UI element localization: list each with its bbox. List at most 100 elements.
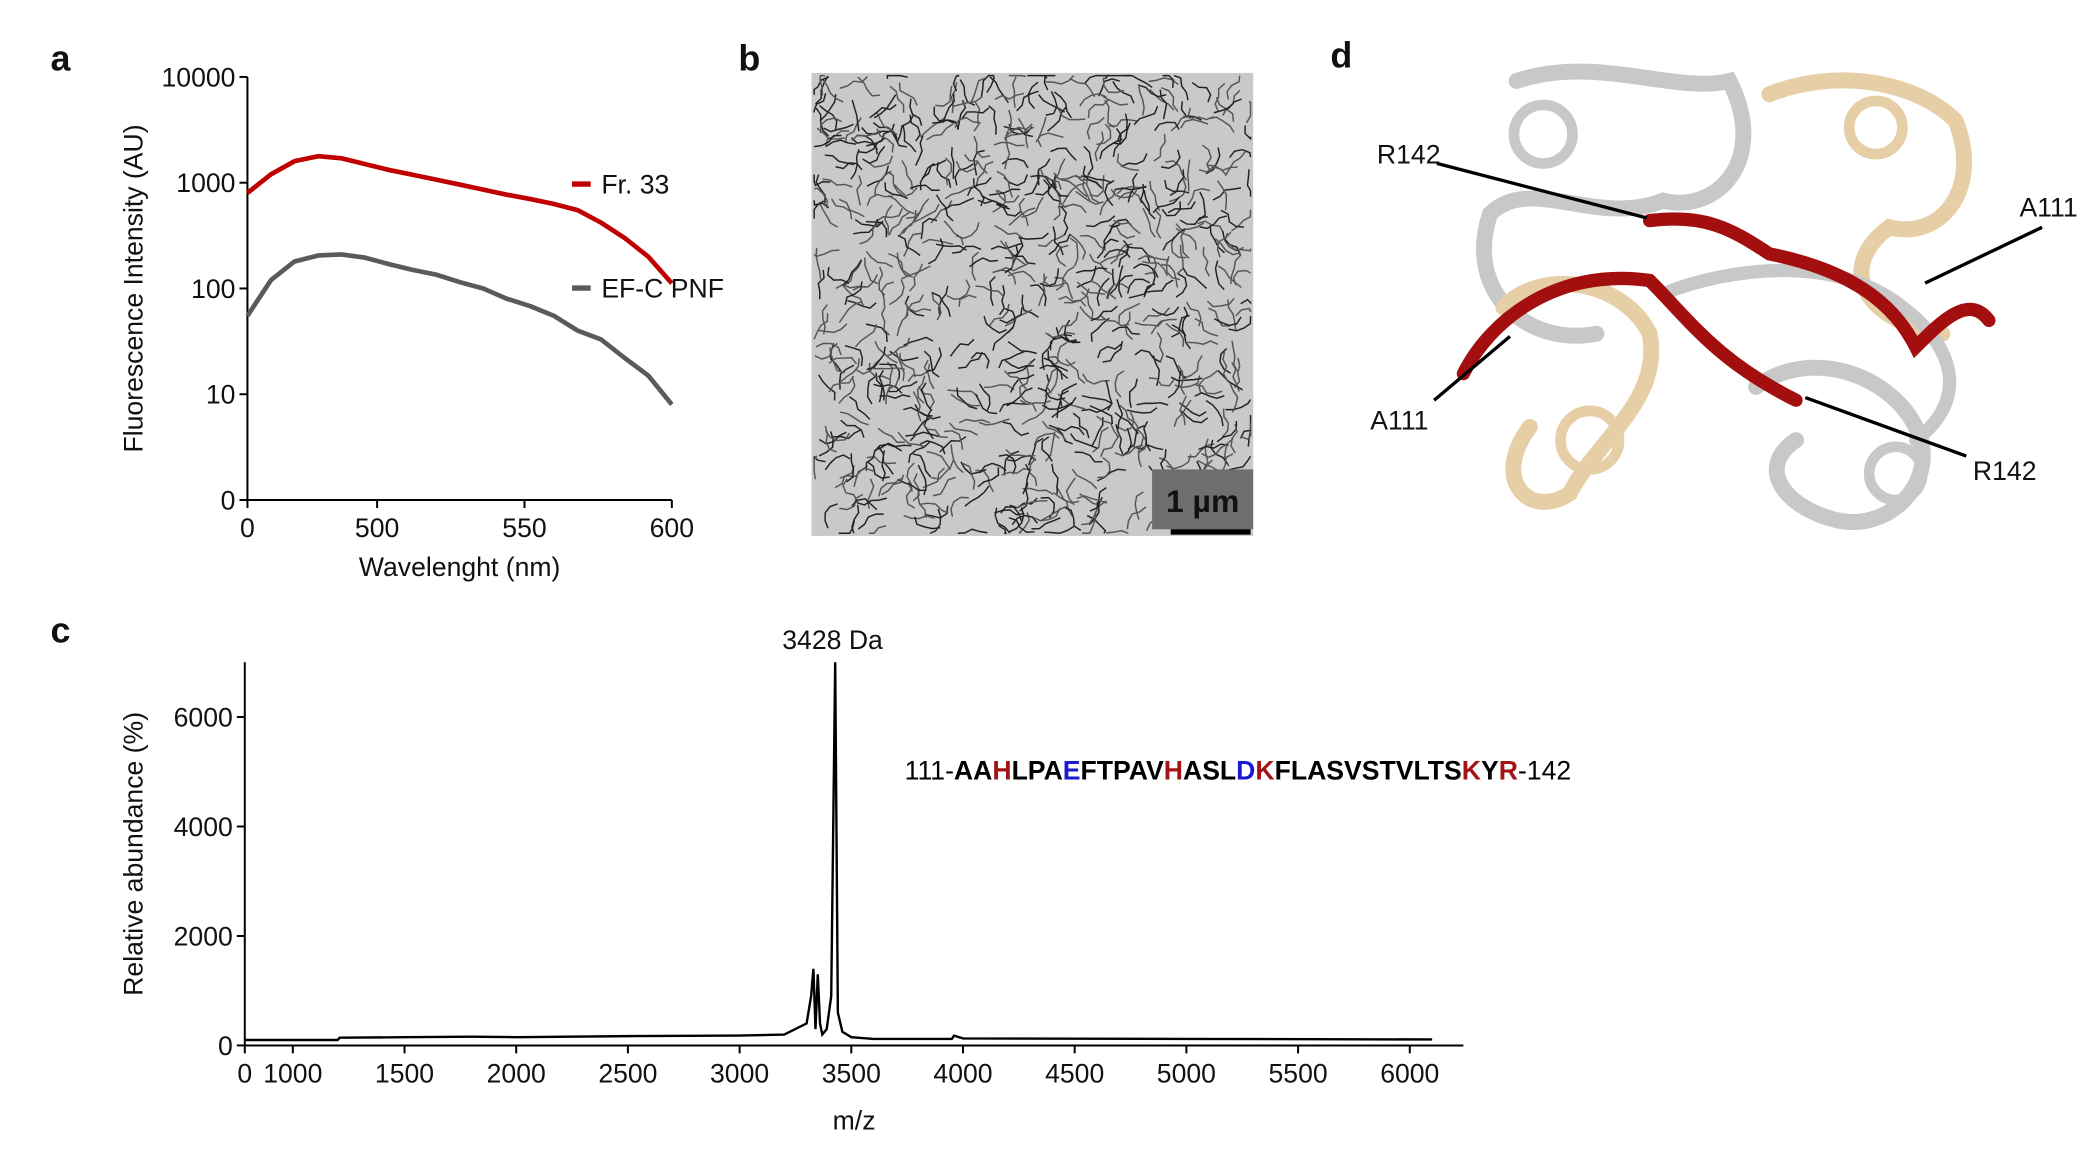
fiber (1087, 98, 1110, 118)
fiber (866, 460, 890, 479)
fiber (1079, 234, 1107, 252)
fiber (832, 428, 862, 440)
fiber (951, 96, 983, 108)
fiber (1043, 273, 1066, 288)
x-tick-label: 550 (502, 513, 546, 543)
fiber (886, 74, 908, 80)
fiber (1088, 496, 1103, 526)
fiber (1042, 179, 1062, 203)
fiber (1134, 491, 1144, 520)
fiber (935, 243, 967, 251)
fiber (1136, 402, 1169, 406)
fiber (1100, 433, 1121, 458)
fiber (1214, 238, 1241, 256)
fiber (1021, 405, 1048, 426)
fiber (1137, 435, 1145, 468)
fiber (966, 176, 992, 197)
fiber (813, 187, 828, 209)
fiber (1096, 123, 1112, 146)
fiber (1055, 327, 1081, 344)
fiber (1152, 196, 1180, 214)
x-tick-label: 5500 (1268, 1059, 1327, 1089)
fiber (1205, 400, 1224, 427)
fiber (1027, 81, 1039, 109)
fiber (1018, 386, 1037, 412)
fiber (1050, 341, 1068, 368)
residue: FLASVSTVLTS (1275, 755, 1462, 785)
fiber (1096, 415, 1119, 438)
fiber (1115, 423, 1124, 455)
fiber (1113, 219, 1141, 235)
fiber (1127, 424, 1145, 450)
fiber (1216, 420, 1238, 443)
fiber (815, 247, 822, 280)
residue: LPA (1012, 755, 1063, 785)
fiber (915, 135, 924, 166)
fiber (1038, 276, 1048, 307)
fiber (1089, 405, 1114, 425)
fiber (1148, 77, 1179, 86)
fiber (903, 232, 922, 257)
fiber (909, 263, 924, 292)
fiber (1086, 215, 1116, 228)
fiber (1018, 232, 1049, 240)
fiber (879, 363, 901, 380)
fiber (852, 274, 879, 291)
fiber (886, 170, 906, 196)
residue: AA (954, 755, 992, 785)
fiber (857, 76, 881, 97)
fiber (896, 252, 913, 278)
x-tick-label: 5000 (1157, 1059, 1216, 1089)
fiber (1206, 297, 1235, 308)
fiber (865, 446, 883, 471)
fiber (1143, 190, 1156, 220)
fiber (846, 453, 855, 483)
fiber (1198, 191, 1207, 221)
fiber (1180, 118, 1209, 129)
fiber (865, 323, 888, 343)
fiber (1116, 153, 1140, 172)
fiber (885, 337, 911, 358)
helix (1863, 441, 1928, 506)
fiber (930, 200, 953, 224)
fiber (856, 175, 863, 206)
fiber (1044, 368, 1059, 397)
fiber (973, 101, 981, 132)
fiber (1008, 207, 1036, 226)
fiber (907, 363, 931, 383)
fiber (923, 359, 935, 390)
fiber (1057, 311, 1079, 334)
fiber (825, 430, 851, 442)
fiber (1230, 209, 1252, 232)
fiber (1180, 410, 1209, 424)
fiber (840, 358, 860, 383)
fiber (1097, 456, 1111, 479)
fiber (876, 128, 895, 153)
y-tick-label: 6000 (174, 702, 233, 732)
chart: 0 2000 4000 6000 0 1000 1500 2000 2500 3000 3500 40… (118, 625, 1571, 1135)
fiber (944, 197, 975, 211)
fiber (1054, 276, 1074, 300)
fiber (1001, 467, 1032, 476)
fiber (1004, 109, 1012, 141)
fiber (944, 185, 975, 200)
fiber (1121, 427, 1133, 457)
fiber (956, 387, 978, 410)
fiber (1126, 506, 1147, 530)
micrograph (811, 72, 1254, 536)
fiber (1153, 133, 1166, 162)
fiber (1134, 319, 1165, 327)
fiber (1168, 179, 1187, 203)
fiber (875, 111, 898, 136)
fiber (1173, 74, 1189, 101)
fiber (876, 208, 903, 222)
fiber (851, 504, 860, 534)
fiber (1156, 331, 1164, 363)
fiber (1044, 525, 1075, 535)
fiber (989, 76, 1010, 104)
fiber (1201, 443, 1229, 459)
peak-annotation: 3428 Da (782, 625, 883, 655)
fiber (1090, 305, 1118, 322)
residue: 111- (905, 755, 954, 785)
